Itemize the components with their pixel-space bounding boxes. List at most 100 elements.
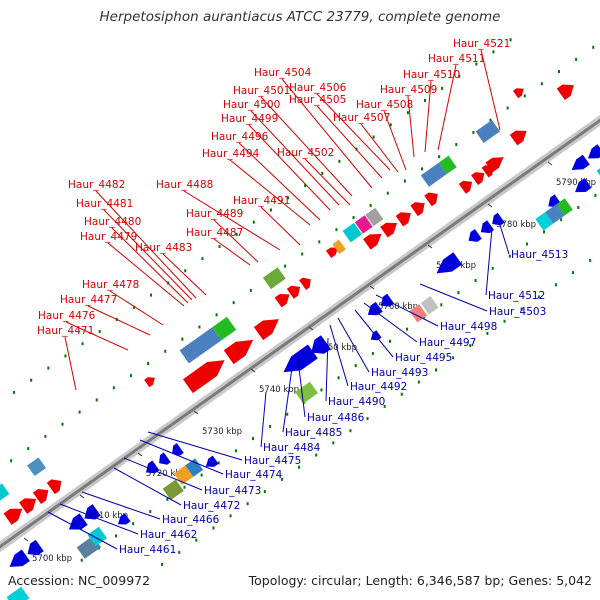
gene-label-bottom: Haur_4484 xyxy=(263,442,321,454)
gene-label-top: Haur_4509 xyxy=(380,84,437,96)
leader-line xyxy=(113,467,182,506)
track-dot xyxy=(27,447,30,451)
gene-label-top: Haur_4471 xyxy=(37,325,94,337)
track-dot xyxy=(417,380,420,384)
track-dot xyxy=(78,410,81,414)
track-dot xyxy=(506,106,509,110)
leader-line xyxy=(162,253,207,296)
leader-line xyxy=(383,110,407,171)
track-dot xyxy=(349,429,352,433)
gene-label-bottom: Haur_4503 xyxy=(489,306,546,318)
track-dots xyxy=(10,38,597,566)
track-dot xyxy=(132,522,135,526)
gene-label-top: Haur_4489 xyxy=(186,208,243,220)
map-title: Herpetosiphon aurantiacus ATCC 23779, co… xyxy=(99,9,501,25)
forward-gene xyxy=(410,202,425,217)
reverse-gene xyxy=(492,212,505,226)
track-dot xyxy=(389,123,392,127)
reverse-gene xyxy=(9,549,30,567)
forward-gene xyxy=(509,130,527,146)
gene-label-top: Haur_4504 xyxy=(254,67,312,79)
track-dot xyxy=(543,230,546,234)
track-dot xyxy=(44,434,47,438)
track-dot xyxy=(301,252,304,256)
reverse-gene xyxy=(380,293,395,307)
gene-box xyxy=(6,586,30,600)
track-dot xyxy=(557,70,560,74)
forward-gene xyxy=(182,360,225,394)
track-dot xyxy=(198,325,201,329)
track-dot xyxy=(352,216,355,220)
tick-mark xyxy=(250,368,256,373)
leader-line xyxy=(316,105,383,179)
forward-gene xyxy=(458,180,473,194)
gene-label-bottom: Haur_4497 xyxy=(419,337,476,349)
leader-line xyxy=(139,439,224,475)
gene-box xyxy=(535,212,554,231)
track-dot xyxy=(383,404,386,408)
leader-line xyxy=(329,324,349,387)
genome-summary-text: Topology: circular; Length: 6,346,587 bp… xyxy=(248,573,592,588)
track-dot xyxy=(315,453,318,457)
track-dot xyxy=(458,74,461,78)
genome-axis xyxy=(0,114,600,553)
tick-mark xyxy=(23,537,29,542)
gene-box xyxy=(185,458,204,477)
gene-label-top: Haur_4487 xyxy=(186,227,243,239)
track-dot xyxy=(523,94,526,98)
forward-gene xyxy=(223,339,254,365)
reverse-gene xyxy=(84,504,101,520)
leader-line xyxy=(437,64,457,151)
track-dot xyxy=(161,562,164,566)
tick-mark xyxy=(137,452,143,457)
track-dot xyxy=(321,171,324,175)
gene-box xyxy=(332,239,346,255)
gene-label-top: Haur_4482 xyxy=(68,179,125,191)
track-dot xyxy=(369,203,372,207)
track-dot xyxy=(508,254,511,258)
leader-line xyxy=(281,78,373,189)
track-dot xyxy=(229,514,232,518)
leader-line xyxy=(485,227,493,296)
track-dot xyxy=(318,240,321,244)
track-dot xyxy=(81,342,84,346)
tick-label: 5790 kbp xyxy=(556,178,596,188)
track-dot xyxy=(441,86,444,90)
track-dot xyxy=(232,301,235,305)
forward-gene xyxy=(3,508,23,525)
track-dot xyxy=(338,159,341,163)
track-dot xyxy=(491,266,494,270)
gene-box xyxy=(438,155,457,175)
reverse-gene xyxy=(27,539,44,556)
gene-label-top: Haur_4505 xyxy=(289,94,346,106)
forward-gene xyxy=(274,293,290,308)
forward-gene xyxy=(144,377,155,388)
forward-gene xyxy=(512,88,524,99)
track-dot xyxy=(435,368,438,372)
reverse-gene xyxy=(172,443,184,456)
gene-box xyxy=(27,457,47,477)
gene-label-bottom: Haur_4513 xyxy=(511,249,568,261)
track-dot xyxy=(589,258,592,262)
tick-label: 5740 kbp xyxy=(259,385,299,395)
track-dot xyxy=(164,349,167,353)
tick-mark xyxy=(308,326,314,331)
reverse-gene xyxy=(571,154,590,171)
forward-gene xyxy=(395,212,411,227)
gene-label-top: Haur_4507 xyxy=(333,112,390,124)
label-leaders xyxy=(47,49,510,550)
leader-line xyxy=(250,110,340,206)
leader-line xyxy=(65,321,129,351)
leader-line xyxy=(424,80,432,153)
track-dot xyxy=(217,461,220,465)
leader-line xyxy=(297,359,306,418)
leader-line xyxy=(213,238,251,266)
leader-line xyxy=(103,209,193,301)
gene-box xyxy=(342,222,363,243)
track-dot xyxy=(246,502,249,506)
track-dot xyxy=(577,206,580,210)
track-dot xyxy=(520,307,523,311)
tick-mark xyxy=(427,244,433,249)
leader-line xyxy=(337,317,370,373)
tick-mark xyxy=(79,494,85,499)
